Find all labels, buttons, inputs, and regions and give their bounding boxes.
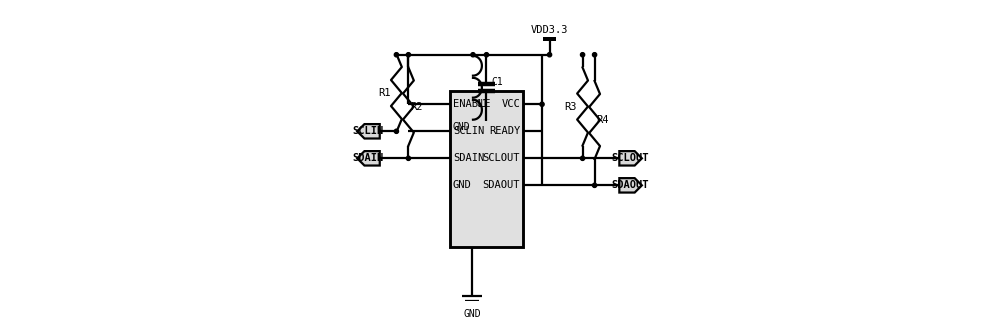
Circle shape [547, 53, 552, 57]
Text: VCC: VCC [501, 99, 520, 109]
Text: GND: GND [463, 309, 481, 318]
Circle shape [471, 53, 475, 57]
Text: ENABLE: ENABLE [453, 99, 490, 109]
Circle shape [540, 102, 544, 107]
Circle shape [394, 129, 399, 134]
Polygon shape [619, 178, 642, 193]
Text: R2: R2 [410, 101, 422, 112]
Text: U1: U1 [477, 99, 488, 109]
Polygon shape [619, 151, 642, 166]
Text: SCLOUT: SCLOUT [483, 153, 520, 163]
Text: GND: GND [453, 180, 472, 190]
Text: READY: READY [489, 126, 520, 136]
Circle shape [406, 53, 411, 57]
Circle shape [394, 53, 399, 57]
Text: SDAOUT: SDAOUT [483, 180, 520, 190]
Text: SDAIN: SDAIN [353, 153, 384, 163]
Polygon shape [357, 124, 380, 139]
Circle shape [592, 183, 597, 187]
Circle shape [484, 53, 489, 57]
Text: SDAOUT: SDAOUT [612, 180, 649, 190]
Text: SCLIN: SCLIN [453, 126, 484, 136]
Text: C1: C1 [491, 77, 503, 87]
Circle shape [406, 156, 411, 160]
Circle shape [580, 53, 585, 57]
Text: SCLOUT: SCLOUT [612, 153, 649, 163]
Text: R4: R4 [596, 115, 609, 125]
Text: R1: R1 [379, 88, 391, 98]
Text: VDD3.3: VDD3.3 [531, 25, 568, 35]
Polygon shape [357, 151, 380, 166]
Circle shape [592, 53, 597, 57]
FancyBboxPatch shape [450, 91, 523, 247]
Text: R3: R3 [565, 101, 577, 112]
Circle shape [580, 156, 585, 160]
Text: GND: GND [453, 122, 471, 132]
Text: SDAIN: SDAIN [453, 153, 484, 163]
Text: SCLIN: SCLIN [353, 126, 384, 136]
